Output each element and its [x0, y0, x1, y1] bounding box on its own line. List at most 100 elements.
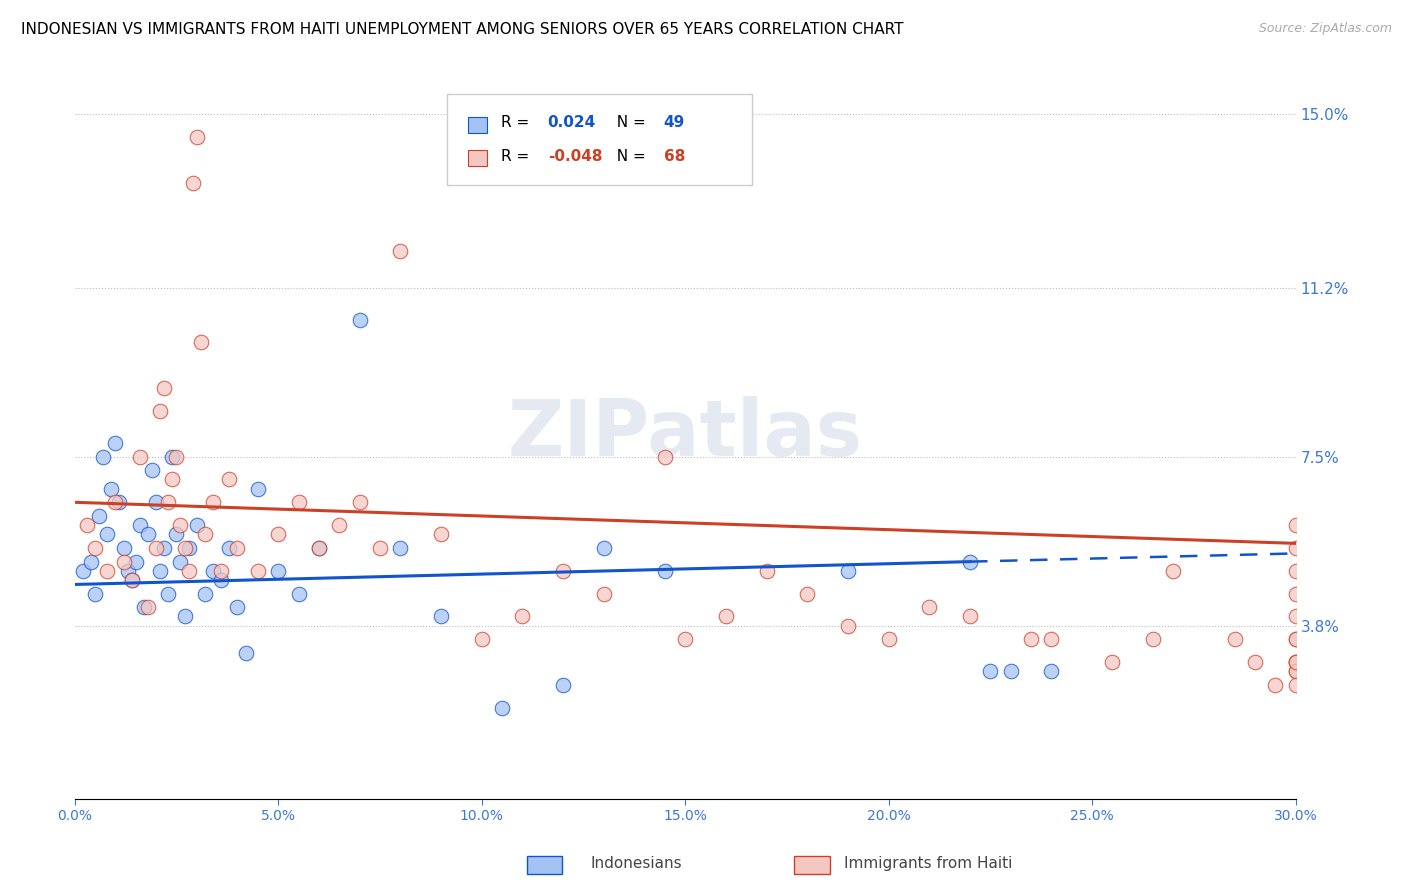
- Point: [209, 573, 232, 587]
- Point: [218, 473, 240, 487]
- FancyBboxPatch shape: [468, 150, 486, 166]
- Point: [162, 450, 184, 464]
- Point: [112, 555, 135, 569]
- Point: [959, 555, 981, 569]
- Point: [287, 495, 309, 509]
- Point: [202, 495, 225, 509]
- Point: [1284, 518, 1306, 533]
- Point: [1142, 632, 1164, 647]
- Point: [551, 678, 574, 692]
- Point: [121, 573, 143, 587]
- Point: [186, 130, 208, 145]
- Point: [654, 450, 676, 464]
- Point: [121, 573, 143, 587]
- Point: [173, 609, 195, 624]
- Point: [117, 564, 139, 578]
- Text: Immigrants from Haiti: Immigrants from Haiti: [844, 856, 1012, 871]
- Point: [1284, 655, 1306, 669]
- Point: [654, 564, 676, 578]
- Point: [1264, 678, 1286, 692]
- Point: [96, 564, 118, 578]
- Point: [149, 404, 172, 418]
- Text: R =: R =: [502, 115, 534, 130]
- Text: -0.048: -0.048: [548, 149, 602, 164]
- Point: [194, 527, 217, 541]
- Point: [80, 555, 103, 569]
- Point: [389, 541, 412, 555]
- Point: [169, 555, 191, 569]
- Point: [349, 312, 371, 326]
- Point: [96, 527, 118, 541]
- Point: [128, 450, 150, 464]
- Text: ZIPatlas: ZIPatlas: [508, 396, 863, 472]
- Point: [169, 518, 191, 533]
- FancyBboxPatch shape: [468, 117, 486, 133]
- Point: [755, 564, 778, 578]
- Point: [246, 564, 269, 578]
- Text: Indonesians: Indonesians: [591, 856, 682, 871]
- Text: 68: 68: [664, 149, 685, 164]
- Point: [1284, 655, 1306, 669]
- Point: [1284, 664, 1306, 678]
- Point: [1284, 541, 1306, 555]
- Point: [173, 541, 195, 555]
- Point: [108, 495, 131, 509]
- Point: [389, 244, 412, 259]
- Point: [145, 495, 167, 509]
- Point: [128, 518, 150, 533]
- Point: [181, 176, 204, 190]
- Point: [1101, 655, 1123, 669]
- Point: [218, 541, 240, 555]
- Point: [979, 664, 1001, 678]
- Point: [1040, 664, 1063, 678]
- Point: [368, 541, 391, 555]
- FancyBboxPatch shape: [447, 94, 752, 186]
- Point: [328, 518, 350, 533]
- Point: [1163, 564, 1185, 578]
- Point: [491, 700, 513, 714]
- Point: [267, 564, 290, 578]
- Point: [194, 586, 217, 600]
- Point: [714, 609, 737, 624]
- Point: [308, 541, 330, 555]
- Text: INDONESIAN VS IMMIGRANTS FROM HAITI UNEMPLOYMENT AMONG SENIORS OVER 65 YEARS COR: INDONESIAN VS IMMIGRANTS FROM HAITI UNEM…: [21, 22, 904, 37]
- Point: [471, 632, 494, 647]
- Point: [76, 518, 98, 533]
- Point: [1040, 632, 1063, 647]
- Point: [136, 600, 159, 615]
- Point: [837, 618, 859, 632]
- Point: [132, 600, 155, 615]
- Point: [1284, 632, 1306, 647]
- Point: [308, 541, 330, 555]
- Point: [145, 541, 167, 555]
- Point: [91, 450, 114, 464]
- Point: [84, 541, 107, 555]
- Point: [1284, 564, 1306, 578]
- Point: [1284, 655, 1306, 669]
- Point: [1284, 632, 1306, 647]
- Point: [153, 541, 176, 555]
- Point: [1000, 664, 1022, 678]
- Point: [209, 564, 232, 578]
- Point: [796, 586, 818, 600]
- Point: [1244, 655, 1267, 669]
- Point: [141, 463, 163, 477]
- Point: [959, 609, 981, 624]
- Point: [246, 482, 269, 496]
- Point: [153, 381, 176, 395]
- Point: [157, 586, 180, 600]
- Point: [1284, 664, 1306, 678]
- Point: [177, 541, 200, 555]
- Point: [72, 564, 94, 578]
- Point: [190, 335, 212, 350]
- Point: [202, 564, 225, 578]
- Point: [918, 600, 941, 615]
- Point: [165, 450, 187, 464]
- Point: [430, 609, 453, 624]
- Point: [1019, 632, 1042, 647]
- Point: [235, 646, 257, 660]
- Point: [837, 564, 859, 578]
- Point: [226, 541, 249, 555]
- Point: [592, 586, 614, 600]
- Text: 49: 49: [664, 115, 685, 130]
